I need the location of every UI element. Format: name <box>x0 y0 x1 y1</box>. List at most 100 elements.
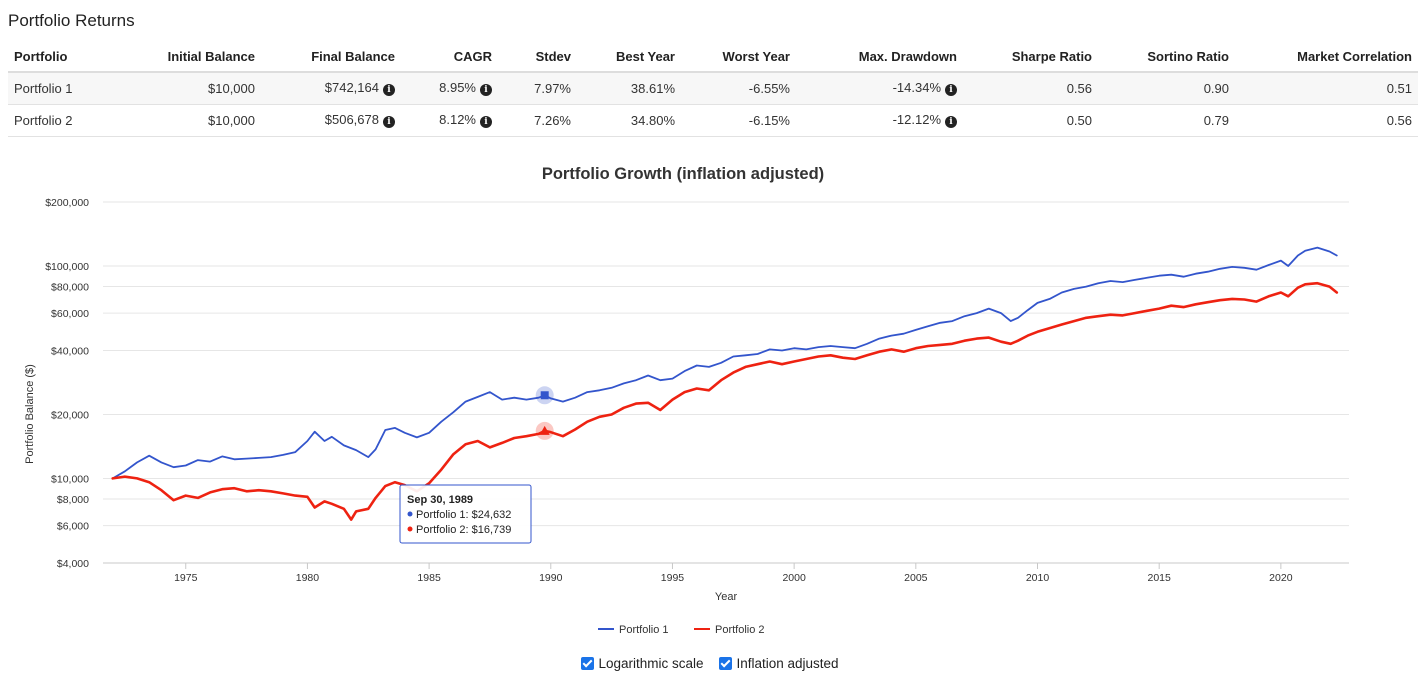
col-initial-balance: Initial Balance <box>118 42 261 73</box>
cell-cagr: 8.12% i <box>401 104 498 137</box>
y-axis-label: Portfolio Balance ($) <box>24 364 36 464</box>
cell-sharpe-ratio: 0.56 <box>963 72 1098 105</box>
table-row: Portfolio 1 $10,000 $742,164 i 8.95% i 7.9… <box>8 72 1418 105</box>
cell-sortino-ratio: 0.79 <box>1098 104 1235 137</box>
legend-item-portfolio-1[interactable]: Portfolio 1 <box>598 624 669 636</box>
cell-portfolio-name: Portfolio 1 <box>8 72 118 105</box>
cell-best-year: 34.80% <box>577 104 681 137</box>
chart-options: Logarithmic scale Inflation adjusted <box>0 656 1420 671</box>
cell-initial-balance: $10,000 <box>118 104 261 137</box>
cell-initial-balance: $10,000 <box>118 72 261 105</box>
legend-label-portfolio-1: Portfolio 1 <box>619 624 669 636</box>
y-tick-label: $80,000 <box>51 282 89 294</box>
info-circle-icon[interactable]: i <box>945 84 957 97</box>
col-sharpe-ratio: Sharpe Ratio <box>963 42 1098 73</box>
cell-worst-year: -6.15% <box>681 104 796 137</box>
cell-max-drawdown: -12.12% i <box>796 104 963 137</box>
cell-max-drawdown: -14.34% i <box>796 72 963 105</box>
logarithmic-scale-checkbox[interactable]: Logarithmic scale <box>581 656 703 671</box>
cell-market-correlation: 0.51 <box>1235 72 1418 105</box>
x-tick-label: 2005 <box>904 572 928 584</box>
tooltip-box <box>399 484 532 544</box>
info-circle-icon[interactable]: i <box>480 84 492 97</box>
x-tick-label: 1985 <box>417 572 441 584</box>
inflation-adjusted-label: Inflation adjusted <box>736 656 839 671</box>
hover-marker-square <box>540 391 549 400</box>
logarithmic-scale-label: Logarithmic scale <box>598 656 704 671</box>
x-tick-label: 1995 <box>661 572 685 584</box>
col-best-year: Best Year <box>577 42 681 73</box>
cell-final-balance: $742,164 i <box>261 72 401 105</box>
col-cagr: CAGR <box>401 42 498 73</box>
checkbox-checked-icon[interactable] <box>719 657 733 670</box>
x-tick-label: 1975 <box>174 572 198 584</box>
y-tick-label: $8,000 <box>57 494 89 506</box>
cell-cagr-value: 8.12% <box>439 112 476 127</box>
info-circle-icon[interactable]: i <box>480 116 492 128</box>
col-market-correlation: Market Correlation <box>1235 42 1418 73</box>
y-tick-label: $20,000 <box>51 409 89 421</box>
chart-tooltip: Sep 30, 1989 Portfolio 1: $24,632 Portfo… <box>399 484 532 544</box>
cell-max-drawdown-value: -14.34% <box>892 80 941 96</box>
tooltip-dot-portfolio-2 <box>407 526 413 532</box>
x-axis-ticks: 1975 1980 1985 1990 1995 2000 2005 2010 2015 2020 <box>174 563 1293 584</box>
legend-label-portfolio-2: Portfolio 2 <box>715 624 765 636</box>
cell-best-year: 38.61% <box>577 72 681 105</box>
hover-marker-triangle <box>539 425 550 435</box>
table-header-row: Portfolio Initial Balance Final Balance … <box>8 42 1418 73</box>
chart-legend: Portfolio 1 Portfolio 2 <box>598 624 765 636</box>
y-tick-label: $60,000 <box>51 308 89 320</box>
col-max-drawdown: Max. Drawdown <box>796 42 963 73</box>
info-circle-icon[interactable]: i <box>945 116 957 128</box>
x-tick-label: 2020 <box>1269 572 1293 584</box>
series-line-portfolio-2 <box>111 281 1339 521</box>
chart-title: Portfolio Growth (inflation adjusted) <box>542 165 824 183</box>
col-stdev: Stdev <box>498 42 577 73</box>
col-worst-year: Worst Year <box>681 42 796 73</box>
legend-item-portfolio-2[interactable]: Portfolio 2 <box>694 624 765 636</box>
x-tick-label: 2000 <box>782 572 806 584</box>
info-circle-icon[interactable]: i <box>383 84 395 97</box>
tooltip-line-portfolio-2: Portfolio 2: $16,739 <box>416 524 511 536</box>
y-tick-label: $40,000 <box>51 346 89 358</box>
col-sortino-ratio: Sortino Ratio <box>1098 42 1235 73</box>
tooltip-date: Sep 30, 1989 <box>407 494 473 506</box>
cell-cagr: 8.95% i <box>401 72 498 105</box>
cell-final-balance-value: $506,678 <box>324 112 379 127</box>
info-circle-icon[interactable]: i <box>383 116 395 128</box>
cell-worst-year: -6.55% <box>681 72 796 105</box>
section-title: Portfolio Returns <box>8 11 135 30</box>
cell-sharpe-ratio: 0.50 <box>963 104 1098 137</box>
inflation-adjusted-checkbox[interactable]: Inflation adjusted <box>719 656 839 671</box>
x-axis-label: Year <box>715 591 738 603</box>
col-portfolio: Portfolio <box>8 42 118 73</box>
portfolio-growth-chart[interactable]: Portfolio Growth (inflation adjusted) $4… <box>0 150 1420 650</box>
cell-sortino-ratio: 0.90 <box>1098 72 1235 105</box>
y-tick-label: $6,000 <box>57 521 89 533</box>
cell-portfolio-name: Portfolio 2 <box>8 104 118 137</box>
series-line-portfolio-1 <box>111 246 1338 480</box>
y-tick-label: $10,000 <box>51 473 89 485</box>
cell-final-balance-value: $742,164 <box>324 80 379 96</box>
tooltip-line-portfolio-1: Portfolio 1: $24,632 <box>416 509 511 521</box>
col-final-balance: Final Balance <box>261 42 401 73</box>
y-tick-label: $200,000 <box>45 197 89 209</box>
y-tick-label: $4,000 <box>57 558 89 570</box>
hover-markers <box>535 386 554 440</box>
cell-final-balance: $506,678 i <box>261 104 401 137</box>
chart-series <box>111 246 1339 521</box>
cell-stdev: 7.26% <box>498 104 577 137</box>
y-axis-ticks: $4,000 $6,000 $8,000 $10,000 $20,000 $40,000 $… <box>45 197 89 570</box>
table-row: Portfolio 2 $10,000 $506,678 i 8.12% i 7.2… <box>8 104 1418 137</box>
x-tick-label: 2010 <box>1026 572 1050 584</box>
cell-stdev: 7.97% <box>498 72 577 105</box>
x-tick-label: 1990 <box>539 572 563 584</box>
x-tick-label: 2015 <box>1148 572 1172 584</box>
tooltip-dot-portfolio-1 <box>407 511 413 517</box>
cell-cagr-value: 8.95% <box>439 80 476 96</box>
checkbox-checked-icon[interactable] <box>581 657 595 670</box>
chart-gridlines <box>103 201 1349 564</box>
y-tick-label: $100,000 <box>45 261 89 273</box>
portfolio-returns-table: Portfolio Initial Balance Final Balance … <box>8 42 1418 137</box>
cell-market-correlation: 0.56 <box>1235 104 1418 137</box>
